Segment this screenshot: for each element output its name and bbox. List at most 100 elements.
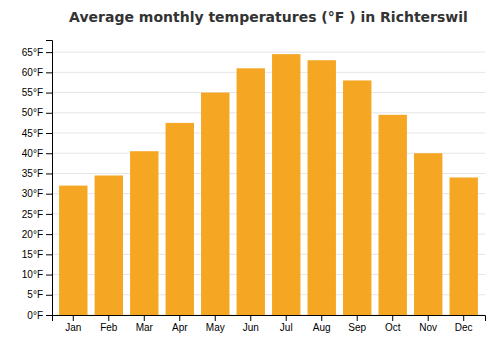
x-tick: Oct	[385, 315, 401, 333]
x-tick: Dec	[455, 315, 473, 333]
grid	[52, 52, 485, 315]
tick-label: Apr	[172, 322, 188, 333]
tick-label: Dec	[455, 322, 473, 333]
tick-label: Mar	[136, 322, 154, 333]
title: Average monthly temperatures (°F ) in Ri…	[69, 9, 468, 25]
x-tick: Feb	[100, 315, 118, 333]
y-tick: 30°F	[22, 188, 52, 199]
tick-label: Sep	[348, 322, 366, 333]
x-tick: Sep	[348, 315, 366, 333]
tick-label: Nov	[419, 322, 437, 333]
x-tick: Apr	[172, 315, 188, 333]
tick-mark	[250, 315, 251, 321]
bar	[201, 93, 229, 315]
tick-mark	[392, 315, 393, 321]
y-tick: 35°F	[22, 168, 52, 179]
y-tick: 55°F	[22, 87, 52, 98]
bar	[95, 175, 123, 315]
tick-mark	[46, 295, 52, 296]
tick-label: 15°F	[22, 249, 43, 260]
x-tick: Jun	[243, 315, 259, 333]
grid-line	[52, 52, 485, 53]
y-tick: 10°F	[22, 269, 52, 280]
grid-line	[52, 72, 485, 73]
tick-mark	[46, 275, 52, 276]
tick-label: 60°F	[22, 67, 43, 78]
y-tick: 15°F	[22, 249, 52, 260]
tick-label: May	[206, 322, 225, 333]
y-tick: 20°F	[22, 229, 52, 240]
y-tick: 0°F	[27, 310, 52, 321]
x-tick: Aug	[313, 315, 331, 333]
tick-mark	[286, 315, 287, 321]
tick-label: Jul	[280, 322, 293, 333]
y-tick: 45°F	[22, 128, 52, 139]
tick-mark	[46, 173, 52, 174]
tick-mark	[46, 52, 52, 53]
bars	[59, 54, 478, 315]
tick-mark	[46, 113, 52, 114]
tick-label: 10°F	[22, 269, 43, 280]
y-tick: 25°F	[22, 209, 52, 220]
tick-label: 20°F	[22, 229, 43, 240]
tick-mark	[73, 315, 74, 321]
bar	[272, 54, 300, 315]
x-tick: Jan	[65, 315, 81, 333]
y-tick: 5°F	[27, 289, 52, 300]
bar	[379, 115, 407, 315]
tick-mark	[463, 315, 464, 321]
tick-label: 55°F	[22, 87, 43, 98]
tick-mark	[46, 234, 52, 235]
tick-label: Aug	[313, 322, 331, 333]
grid-line	[52, 112, 485, 113]
y-tick: 60°F	[22, 67, 52, 78]
bar	[166, 123, 194, 315]
tick-label: 40°F	[22, 148, 43, 159]
chart: Average monthly temperatures (°F ) in Ri…	[0, 0, 500, 350]
x-axis: Jan Feb Mar Apr May Jun Jul Aug Sep Oct Nov Dec	[53, 315, 486, 333]
tick-label: 65°F	[22, 47, 43, 58]
tick-label: 5°F	[27, 289, 43, 300]
tick-mark	[108, 315, 109, 321]
tick-mark	[46, 254, 52, 255]
axis-line	[53, 316, 486, 322]
tick-mark	[46, 153, 52, 154]
y-tick: 65°F	[22, 47, 52, 58]
bar	[308, 60, 336, 315]
tick-label: 30°F	[22, 188, 43, 199]
y-tick: 40°F	[22, 148, 52, 159]
tick-label: Oct	[385, 322, 401, 333]
y-axis: 0°F 5°F 10°F 15°F 20°F 25°F 30°F 35°F 40°F 45°F 50…	[22, 41, 53, 321]
tick-mark	[46, 133, 52, 134]
tick-mark	[179, 315, 180, 321]
x-tick: Mar	[136, 315, 154, 333]
bar	[237, 68, 265, 315]
axis-line	[46, 41, 53, 316]
tick-label: Feb	[100, 322, 118, 333]
tick-mark	[46, 315, 52, 316]
tick-label: 0°F	[27, 310, 43, 321]
x-tick: Jul	[280, 315, 293, 333]
bar	[343, 80, 371, 315]
bar	[450, 178, 478, 316]
tick-label: 45°F	[22, 128, 43, 139]
tick-mark	[144, 315, 145, 321]
tick-mark	[428, 315, 429, 321]
tick-mark	[46, 214, 52, 215]
tick-mark	[46, 72, 52, 73]
tick-label: Jan	[65, 322, 81, 333]
tick-mark	[321, 315, 322, 321]
grid-line	[52, 133, 485, 134]
x-tick: Nov	[419, 315, 437, 333]
bar	[59, 186, 87, 315]
tick-label: 50°F	[22, 107, 43, 118]
tick-mark	[46, 194, 52, 195]
tick-label: 25°F	[22, 209, 43, 220]
bar	[414, 153, 442, 315]
grid-line	[52, 92, 485, 93]
tick-label: 35°F	[22, 168, 43, 179]
tick-label: Jun	[243, 322, 259, 333]
tick-mark	[357, 315, 358, 321]
y-tick: 50°F	[22, 107, 52, 118]
tick-mark	[215, 315, 216, 321]
